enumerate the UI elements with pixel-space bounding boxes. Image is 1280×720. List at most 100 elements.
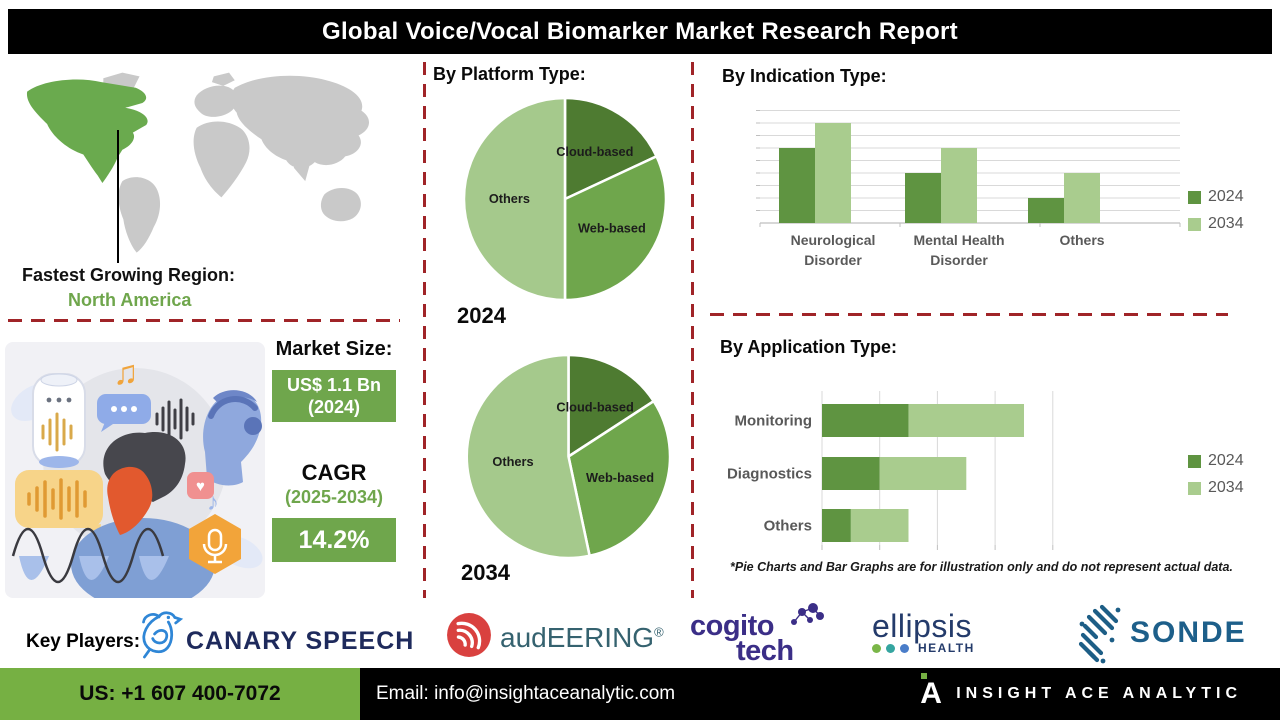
key-players-label: Key Players: [26,631,141,652]
category-label: Disorder [930,252,988,268]
legend-item-2024: 2024 [1188,452,1244,470]
application-legend: 2024 2034 [1188,452,1244,497]
ellipsis-health-wordmark: HEALTH [918,641,975,655]
pie-label-others: Others [492,454,533,469]
category-label: Others [764,518,812,535]
legend-item-2024: 2024 [1188,188,1244,206]
map-south-america [118,177,161,253]
indication-bar-chart: Neurological Disorder Mental Health Disorde… [715,95,1235,280]
pie-slice-cloud-based [563,96,659,202]
footer-brand-name: INSIGHT ACE ANALYTIC [956,685,1242,702]
bar-monitoring-2034 [908,404,1024,437]
audeering-icon [447,613,491,657]
music-note-icon: ♫ [113,354,139,392]
pie-slice-others [462,96,567,302]
chart-footnote: *Pie Charts and Bar Graphs are for illus… [730,560,1233,574]
microphone-icon [189,514,241,574]
platform-type-title: By Platform Type: [433,64,586,84]
bar-neurological-2024 [779,148,815,223]
footer-phone-box: US: +1 607 400-7072 [0,668,360,720]
legend-item-2034: 2034 [1188,215,1244,233]
legend-item-2034: 2034 [1188,479,1244,497]
category-label: Mental Health [913,232,1004,248]
key-player-cogito-tech: cogito tech [688,603,824,667]
category-label: Diagnostics [727,466,812,483]
map-north-america [26,79,148,184]
divider-vertical-right [691,62,694,598]
legend-label-2024: 2024 [1208,452,1244,469]
sonde-icon [1078,604,1121,664]
pie-slice-cloud-based [567,353,656,459]
pie-year-2034: 2034 [461,560,510,585]
category-label: Disorder [804,252,862,268]
application-bar-chart: Monitoring Diagnostics Others [700,355,1260,555]
bar-others-2024 [1028,198,1064,223]
bar-monitoring-2024 [822,404,909,437]
pie-label-others: Others [489,191,530,206]
footer-brand-block: A INSIGHT ACE ANALYTIC [920,668,1242,720]
market-size-label: Market Size: [275,338,393,360]
smart-speaker-icon [32,373,86,468]
legend-label-2034: 2034 [1208,479,1244,496]
pie-label-web-based: Web-based [578,221,646,236]
legend-swatch-2024 [1188,190,1201,204]
listener-head-icon [203,390,262,486]
sine-wave-icon [11,527,169,584]
cogito-network-icon [791,603,824,625]
page-title: Global Voice/Vocal Biomarker Market Rese… [322,17,958,45]
ellipsis-dot-blue [900,643,909,653]
category-label: Others [1059,232,1104,248]
bar-others-2034 [1064,173,1100,223]
waveform-icon [155,398,195,440]
cagr-period: (2025-2034) [284,487,384,507]
legend-label-2034: 2034 [1208,215,1244,232]
map-pointer-line [117,130,119,263]
footer-email: Email: info@insightaceanalytic.com [376,683,676,704]
divider-left [8,319,400,322]
voice-bubble-icon [15,470,103,540]
divider-vertical-left [423,62,426,598]
cagr-label: CAGR [301,460,367,485]
map-asia [231,75,370,182]
bar-others-2034 [850,509,909,542]
pie-label-web-based: Web-based [586,470,654,485]
key-player-ellipsis-health: ellipsis HEALTH [872,608,975,655]
pie-slice-web-based [563,154,668,302]
map-australia [320,188,361,222]
ellipsis-dot-green [872,643,881,653]
audeering-wordmark: audEERING [500,622,655,653]
fastest-growing-region-label: Fastest Growing Region: [22,265,236,285]
cogito-tech-wordmark: tech [736,635,794,667]
bar-others-2024 [822,509,851,542]
pie-slice-others [465,353,592,560]
bar-diagnostics-2024 [822,457,880,490]
heart-icon: ♥ [187,472,214,499]
cagr-value: 14.2% [298,525,370,554]
legend-swatch-2034 [1188,481,1201,495]
key-player-canary-speech: CANARY SPEECH [186,627,415,655]
market-size-year: (2024) [307,397,361,417]
svg-text:♥: ♥ [196,478,205,495]
map-africa [193,121,250,198]
divider-right [710,313,1228,316]
legend-swatch-2034 [1188,217,1201,231]
market-size-value-box: US$ 1.1 Bn (2024) [272,370,396,422]
market-size-value: US$ 1.1 Bn [286,374,382,395]
ellipsis-dot-teal [886,643,895,653]
indication-legend: 2024 2034 [1188,188,1244,233]
indication-type-title: By Indication Type: [722,66,887,86]
fastest-growing-region-value: North America [68,290,192,310]
pie-label-cloud-based: Cloud-based [556,144,633,159]
title-bar: Global Voice/Vocal Biomarker Market Rese… [8,9,1272,54]
legend-swatch-2024 [1188,454,1201,468]
pie-chart-platform-2024: Cloud-based Web-based Others [461,95,669,303]
registered-mark: ® [654,624,664,640]
bar-mental health-2024 [905,173,941,223]
map-europe [194,72,238,117]
pie-year-2024: 2024 [457,303,506,328]
canary-bird-icon [142,611,184,659]
world-map [26,72,370,253]
pie-label-cloud-based: Cloud-based [556,399,634,414]
application-type-title: By Application Type: [720,337,898,357]
legend-label-2024: 2024 [1208,188,1244,205]
